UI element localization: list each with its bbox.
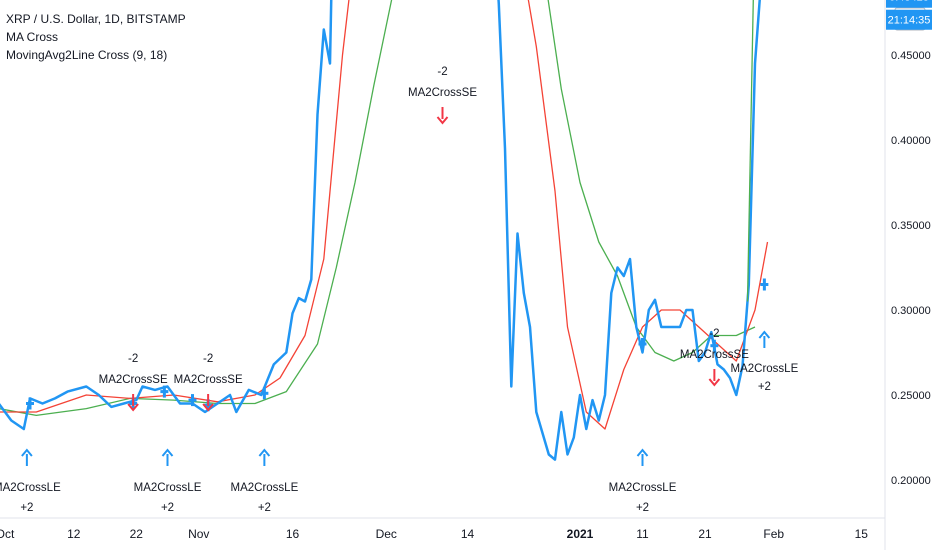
countdown-badge [886,9,932,30]
short-signal-arrow [708,378,721,387]
position-marker [260,391,269,395]
series-line-ma-fast [0,0,769,430]
time-tick-label: 21 [698,527,712,541]
time-tick-label: 15 [855,527,869,541]
series-line-ma-slow [0,0,756,417]
signal-label: MA2CrossLE [134,482,202,494]
price-tick-label: 0.45000 [891,50,931,62]
signal-qty: -2 [128,353,138,365]
time-tick-label: 14 [461,527,475,541]
long-signal-arrow [21,448,33,457]
position-marker [638,342,647,346]
countdown-label: 21:14:35 [888,15,931,27]
position-marker [188,398,197,402]
long-signal-arrow [258,448,271,457]
price-tick-label: 0.25000 [891,390,931,402]
series-line-price [0,0,761,461]
indicator-movingavg2line-cross: MovingAvg2Line Cross (9, 18) [6,48,168,62]
signal-qty: +2 [636,502,649,514]
position-marker [710,344,719,348]
price-tick-label: 0.40000 [891,135,931,147]
position-marker [26,402,34,405]
price-tick-label: 0.30000 [891,305,931,317]
price-tick-label: 0.35000 [891,220,931,232]
signal-qty: -2 [203,353,213,365]
short-signal-arrow [127,403,139,412]
signal-qty: +2 [161,502,174,514]
price-tick-label: 0.20000 [891,475,931,487]
last-price-label: 0.48428 [889,0,929,4]
short-signal-arrow [436,116,449,125]
signal-label: MA2CrossLE [609,482,677,494]
signal-label: MA2CrossLE [231,482,299,494]
signal-qty: +2 [20,502,33,514]
position-marker [760,283,769,286]
signal-label: MA2CrossSE [680,349,749,361]
time-tick-label: 16 [286,527,300,541]
signal-qty: -2 [437,66,447,78]
signal-label: MA2CrossLE [731,363,799,375]
signal-qty: +2 [758,381,771,393]
short-signal-arrow [202,403,214,412]
chart-legend: XRP / U.S. Dollar, 1D, BITSTAMP MA Cross… [6,10,186,64]
plot-area: MA2CrossLE +2 -2 MA2CrossSE MA2CrossLE +2 -2 MA… [0,0,799,514]
long-signal-arrow [636,448,649,457]
time-tick-label: Nov [188,527,209,541]
signal-qty: +2 [258,502,271,514]
time-tick-label: Feb [763,527,784,541]
indicator-ma-cross: MA Cross [6,30,59,44]
time-tick-label: Dec [376,527,397,541]
projection-line [746,0,754,302]
signal-label: MA2CrossLE [0,482,61,494]
signal-label: MA2CrossSE [174,374,243,386]
time-tick-label: 12 [67,527,81,541]
long-signal-arrow [161,448,174,457]
long-signal-arrow [758,330,771,339]
last-price-badge [886,0,932,8]
position-marker [160,390,169,394]
time-tick-label: 2021 [567,527,594,541]
time-tick-label: 11 [636,527,649,541]
signal-qty: -2 [709,328,719,340]
time-tick-label: 22 [130,527,144,541]
chart-title: XRP / U.S. Dollar, 1D, BITSTAMP [6,12,186,26]
time-tick-label: Oct [0,527,15,541]
signal-label: MA2CrossSE [99,374,168,386]
signal-label: MA2CrossSE [408,87,477,99]
